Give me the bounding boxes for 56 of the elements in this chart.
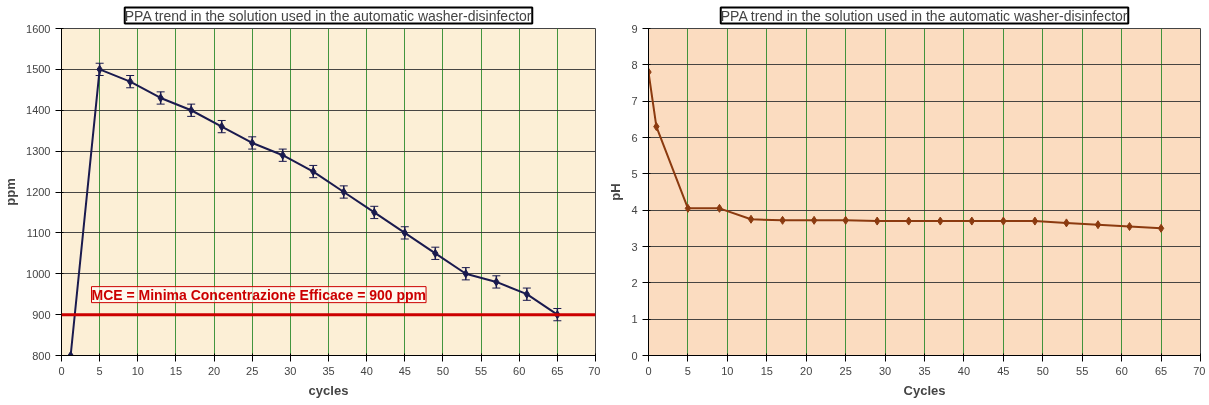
x-tick-label: 45 bbox=[997, 364, 1010, 377]
x-tick-label: 70 bbox=[1193, 364, 1206, 377]
x-tick-label: 0 bbox=[645, 364, 652, 377]
chart-title: PPA trend in the solution used in the automatic washer-disinfector bbox=[124, 7, 532, 24]
x-tick-label: 50 bbox=[436, 364, 450, 377]
x-tick-label: 65 bbox=[551, 364, 564, 377]
y-axis-title: ppm bbox=[3, 178, 19, 206]
x-tick-label: 40 bbox=[360, 364, 373, 377]
x-tick-label: 15 bbox=[169, 364, 183, 377]
y-tick-label: 1200 bbox=[26, 186, 51, 198]
ref-line-label: MCE = Minima Concentrazione Efficace = 900 ppm bbox=[91, 286, 427, 303]
x-tick-label: 5 bbox=[684, 364, 691, 377]
y-tick-label: 2 bbox=[631, 276, 638, 289]
x-tick-label: 60 bbox=[513, 364, 526, 377]
y-tick-label: 1400 bbox=[26, 104, 51, 117]
x-axis-title: Cycles bbox=[903, 382, 946, 398]
y-tick-label: 4 bbox=[631, 204, 638, 217]
x-tick-label: 60 bbox=[1115, 364, 1128, 377]
y-tick-label: 8 bbox=[631, 58, 638, 71]
x-tick-label: 35 bbox=[918, 364, 931, 377]
y-tick-label: 1500 bbox=[26, 63, 51, 76]
y-tick-label: 900 bbox=[32, 308, 51, 321]
y-tick-label: 1300 bbox=[26, 145, 51, 158]
y-tick-label: 800 bbox=[32, 349, 51, 362]
x-tick-label: 10 bbox=[721, 364, 734, 377]
x-tick-label: 20 bbox=[207, 364, 221, 377]
y-tick-label: 1 bbox=[631, 313, 638, 326]
y-tick-label: 1000 bbox=[26, 267, 51, 280]
y-axis-title: pH bbox=[608, 183, 624, 201]
y-tick-label: 3 bbox=[631, 240, 638, 253]
x-tick-label: 40 bbox=[957, 364, 971, 377]
y-tick-label: 1600 bbox=[26, 22, 51, 35]
y-tick-label: 9 bbox=[631, 22, 638, 35]
x-tick-label: 25 bbox=[839, 364, 852, 377]
x-tick-label: 45 bbox=[398, 364, 411, 377]
x-tick-label: 0 bbox=[58, 364, 65, 377]
x-tick-label: 30 bbox=[284, 364, 297, 377]
x-tick-label: 35 bbox=[322, 364, 335, 377]
y-tick-label: 1100 bbox=[26, 226, 51, 239]
chart-title: PPA trend in the solution used in the automatic washer-disinfector bbox=[720, 7, 1128, 24]
y-tick-label: 7 bbox=[631, 95, 638, 108]
x-tick-label: 55 bbox=[474, 364, 488, 377]
x-tick-label: 25 bbox=[246, 364, 259, 377]
y-tick-label: 0 bbox=[631, 349, 638, 362]
y-tick-label: 5 bbox=[631, 167, 638, 180]
x-tick-label: 20 bbox=[800, 364, 813, 377]
y-tick-label: 6 bbox=[631, 131, 638, 144]
x-tick-label: 15 bbox=[760, 364, 773, 377]
x-tick-label: 50 bbox=[1036, 364, 1049, 377]
x-tick-label: 5 bbox=[96, 364, 103, 377]
x-tick-label: 65 bbox=[1154, 364, 1168, 377]
x-tick-label: 30 bbox=[878, 364, 892, 377]
x-axis-title: cycles bbox=[308, 382, 349, 398]
x-tick-label: 55 bbox=[1076, 364, 1089, 377]
x-tick-label: 10 bbox=[131, 364, 144, 377]
x-tick-label: 70 bbox=[588, 364, 601, 377]
